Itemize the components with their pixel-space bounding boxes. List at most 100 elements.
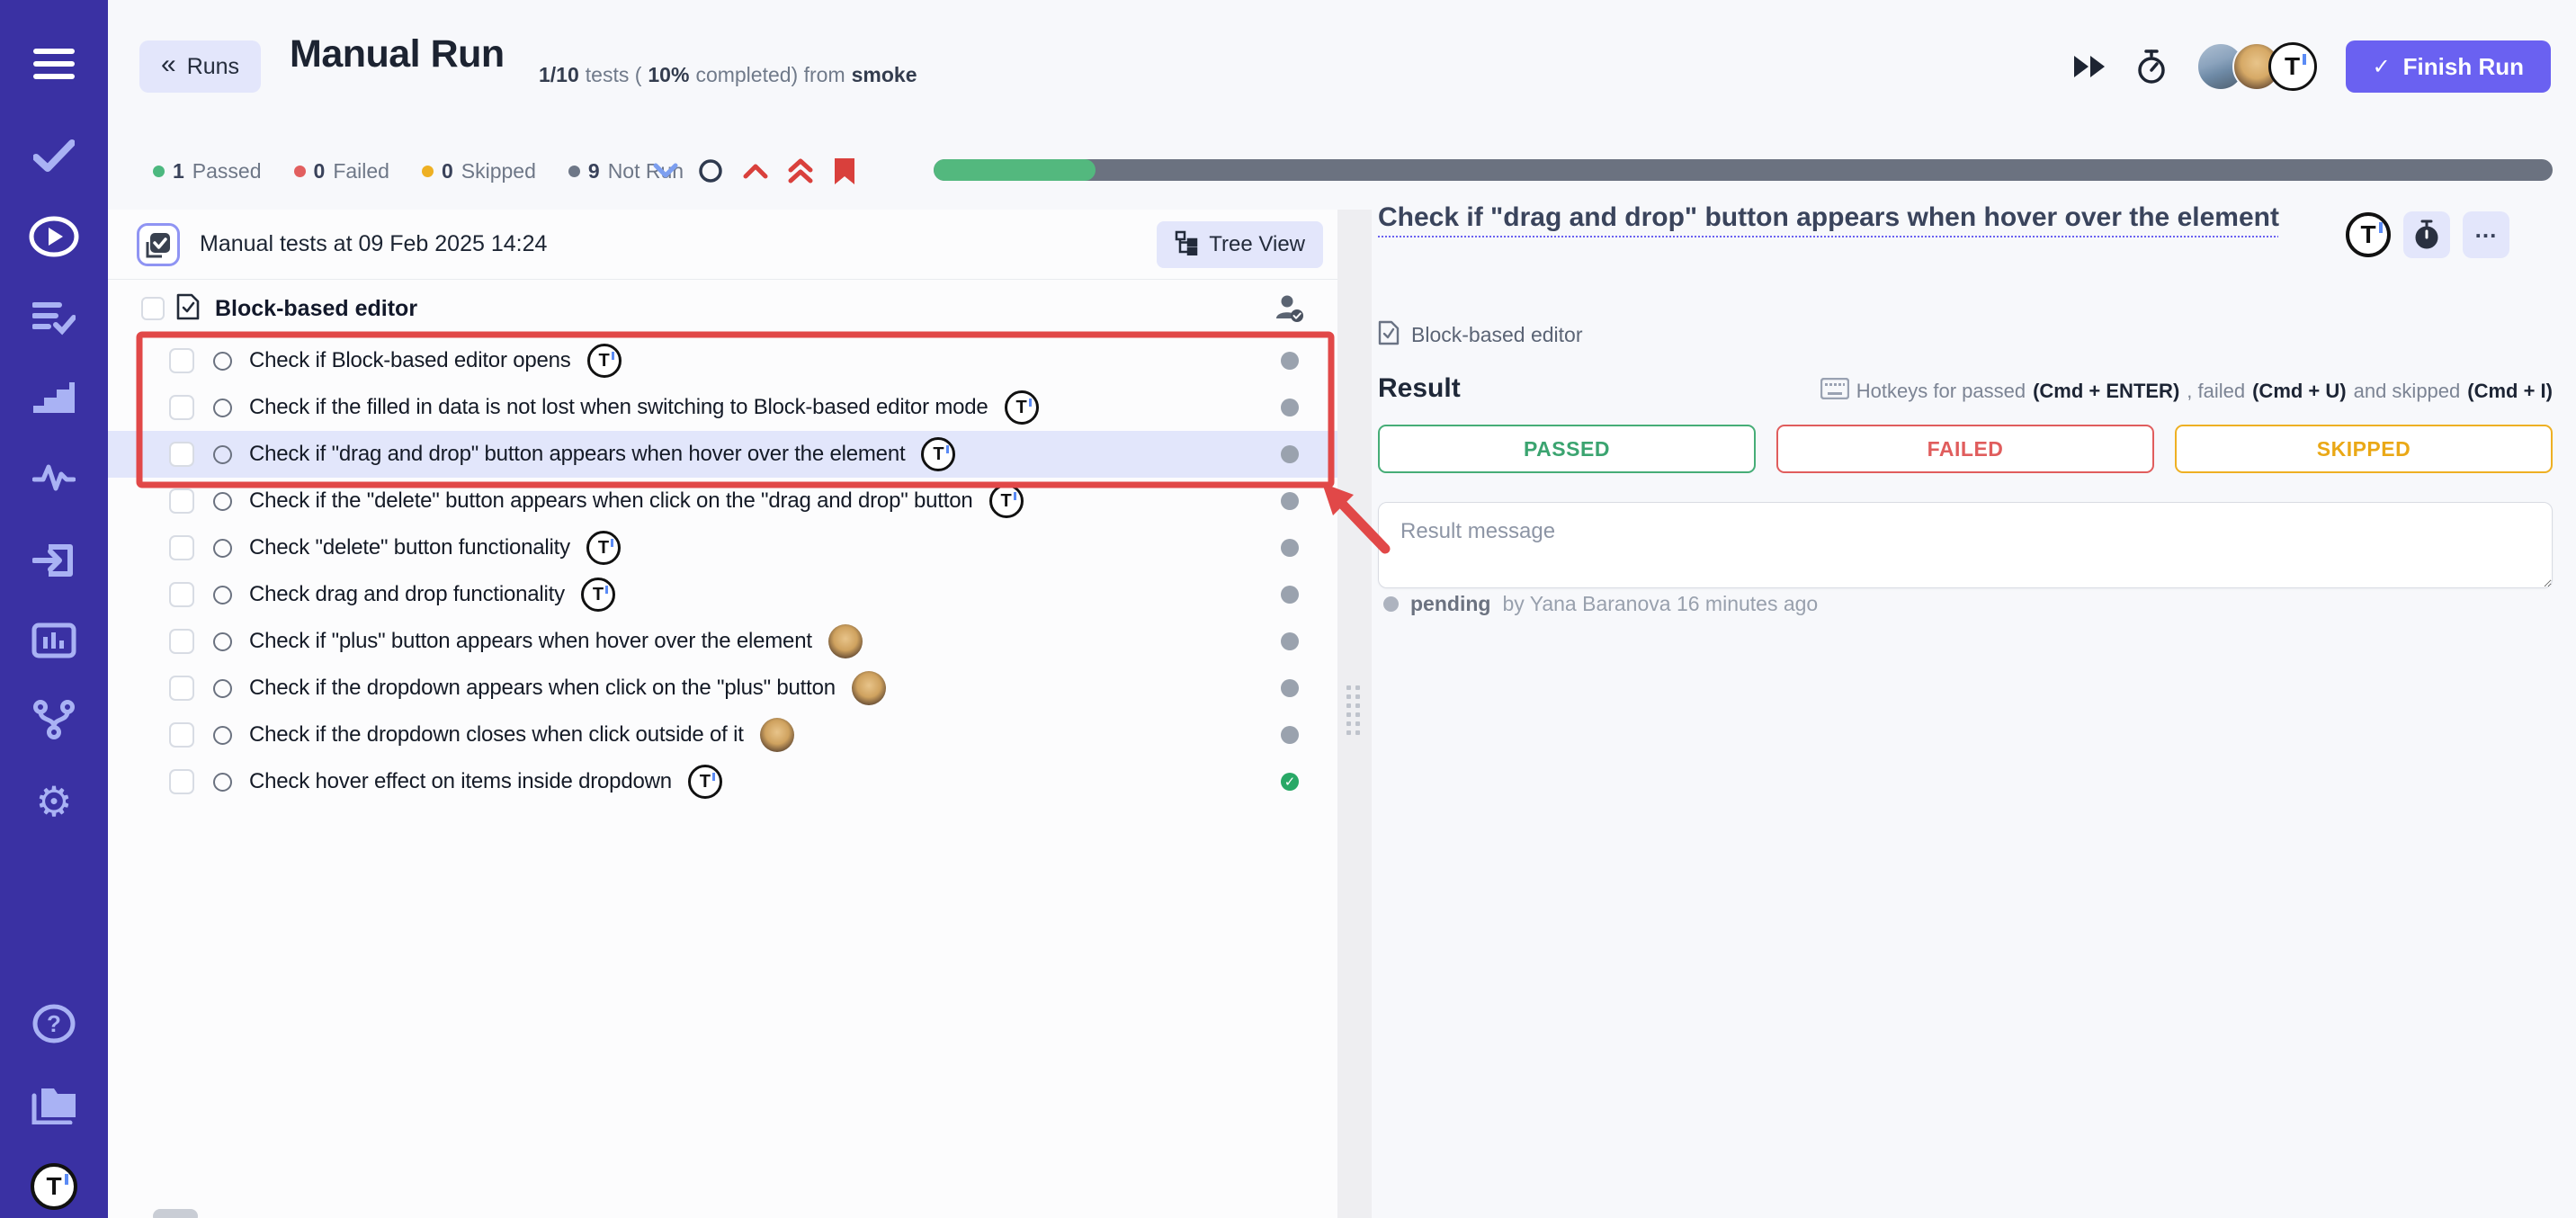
- stopwatch-button[interactable]: [2403, 211, 2450, 258]
- run-summary: 1/10 tests ( 10% completed) from smoke: [539, 63, 917, 87]
- summary-plan: smoke: [851, 63, 917, 86]
- test-checkbox[interactable]: [169, 769, 194, 794]
- keyboard-icon: [1820, 377, 1849, 405]
- summary-text: tests (: [585, 63, 642, 86]
- test-checkbox[interactable]: [169, 722, 194, 748]
- settings-gear-icon[interactable]: ⚙: [35, 778, 73, 825]
- profile-avatar[interactable]: T: [0, 1160, 108, 1214]
- chevron-up-icon[interactable]: [743, 163, 768, 179]
- test-checkbox[interactable]: [169, 535, 194, 560]
- skipped-dot-icon: [421, 165, 434, 177]
- skipped-counter: 0 Skipped: [421, 158, 536, 184]
- test-row[interactable]: Check if the filled in data is not lost …: [108, 384, 1337, 431]
- test-avatar: T: [586, 344, 622, 378]
- status-circle-icon: [213, 678, 232, 698]
- tests-check-icon[interactable]: [0, 129, 108, 183]
- test-runs-play-icon[interactable]: [0, 210, 108, 264]
- failed-dot-icon: [293, 165, 306, 177]
- tree-view-button[interactable]: Tree View: [1157, 220, 1323, 268]
- circle-icon[interactable]: [698, 158, 723, 184]
- test-status-dot: [1281, 726, 1299, 744]
- status-circle-icon: [213, 398, 232, 417]
- test-checkbox[interactable]: [169, 348, 194, 373]
- priority-filters: [653, 153, 856, 189]
- run-progress-bar: [934, 159, 2553, 181]
- timer-icon[interactable]: [2135, 49, 2168, 85]
- test-title: Check if the dropdown closes when click …: [249, 722, 744, 747]
- test-row[interactable]: Check hover effect on items inside dropd…: [108, 758, 1337, 805]
- status-circle-icon: [213, 351, 232, 371]
- test-title: Check if the filled in data is not lost …: [249, 395, 988, 419]
- passed-count: 1: [173, 158, 184, 183]
- checklist-icon[interactable]: [0, 291, 108, 345]
- test-title: Check if Block-based editor opens: [249, 348, 571, 372]
- passed-button[interactable]: PASSED: [1378, 425, 1756, 473]
- finish-run-label: Finish Run: [2402, 52, 2524, 80]
- notrun-dot-icon: [568, 165, 580, 177]
- chevron-down-icon[interactable]: [653, 163, 678, 179]
- help-icon[interactable]: ?: [0, 997, 108, 1051]
- back-to-runs-button[interactable]: « Runs: [139, 40, 262, 93]
- logo-letter: T: [933, 443, 949, 464]
- hotkey-passed: (Cmd + ENTER): [2033, 380, 2180, 402]
- ellipsis-icon: ...: [2474, 215, 2498, 243]
- integrations-branch-icon[interactable]: [0, 693, 108, 747]
- test-avatar: T: [580, 578, 615, 612]
- case-title[interactable]: Check if "drag and drop" button appears …: [1378, 202, 2279, 232]
- suite-row[interactable]: Block-based editor: [108, 280, 1337, 337]
- test-avatar: T: [1004, 390, 1039, 425]
- test-checkbox[interactable]: [169, 488, 194, 514]
- select-all-checkbox[interactable]: [137, 222, 180, 266]
- summary-text: completed) from: [695, 63, 845, 86]
- skipped-button[interactable]: SKIPPED: [2175, 425, 2553, 473]
- logo-letter: T: [1000, 490, 1016, 511]
- skipped-count: 0: [441, 158, 453, 183]
- suite-checkbox[interactable]: [141, 297, 165, 320]
- projects-folder-icon[interactable]: [0, 1079, 108, 1133]
- failed-button[interactable]: FAILED: [1776, 425, 2154, 473]
- test-row[interactable]: Check if the dropdown closes when click …: [108, 712, 1337, 758]
- test-row[interactable]: Check if the dropdown appears when click…: [108, 665, 1337, 712]
- test-row-selected[interactable]: Check if "drag and drop" button appears …: [108, 431, 1337, 478]
- status-circle-icon: [213, 491, 232, 511]
- test-row[interactable]: Check if "plus" button appears when hove…: [108, 618, 1337, 665]
- test-checkbox[interactable]: [169, 442, 194, 467]
- hotkeys-text: Hotkeys for passed: [1856, 380, 2026, 402]
- test-avatar: T: [827, 624, 863, 658]
- sign-in-icon[interactable]: [0, 533, 108, 587]
- horizontal-scrollbar-thumb[interactable]: [153, 1209, 198, 1218]
- logo-letter: T: [597, 537, 614, 558]
- assignee-person-icon[interactable]: [1274, 292, 1304, 327]
- run-header: Manual tests at 09 Feb 2025 14:24 Tree V…: [108, 210, 1337, 280]
- hamburger-menu-icon[interactable]: [0, 37, 108, 91]
- fast-forward-icon[interactable]: [2072, 54, 2106, 79]
- steps-icon[interactable]: [0, 371, 108, 425]
- more-options-button[interactable]: ...: [2463, 211, 2509, 258]
- panel-resize-handle[interactable]: [1346, 685, 1360, 735]
- test-status-dot: [1281, 399, 1299, 416]
- result-message-input[interactable]: [1378, 502, 2553, 588]
- bookmark-icon[interactable]: [833, 157, 856, 185]
- finish-run-button[interactable]: ✓ Finish Run: [2345, 40, 2551, 93]
- test-checkbox[interactable]: [169, 582, 194, 607]
- test-row[interactable]: Check drag and drop functionality T: [108, 571, 1337, 618]
- hotkeys-hint: Hotkeys for passed (Cmd + ENTER) , faile…: [1820, 377, 2553, 405]
- test-checkbox[interactable]: [169, 629, 194, 654]
- logo-letter: T: [2360, 220, 2383, 248]
- test-checkbox[interactable]: [169, 395, 194, 420]
- case-assignee-avatar[interactable]: T: [2346, 212, 2391, 257]
- failed-label: Failed: [333, 158, 389, 183]
- test-avatar: T: [988, 484, 1024, 518]
- test-row[interactable]: Check "delete" button functionality T: [108, 524, 1337, 571]
- sidebar: ⚙ ? T: [0, 0, 108, 1218]
- reports-chart-icon[interactable]: [0, 613, 108, 667]
- test-row[interactable]: Check if the "delete" button appears whe…: [108, 478, 1337, 524]
- pending-dot-icon: [1383, 596, 1399, 612]
- test-checkbox[interactable]: [169, 676, 194, 701]
- test-status-dot: [1281, 352, 1299, 370]
- activity-icon[interactable]: [0, 451, 108, 505]
- test-status-dot: [1281, 539, 1299, 557]
- suite-doc-icon: [176, 293, 200, 325]
- double-chevron-up-icon[interactable]: [788, 158, 813, 184]
- test-row[interactable]: Check if Block-based editor opens T: [108, 337, 1337, 384]
